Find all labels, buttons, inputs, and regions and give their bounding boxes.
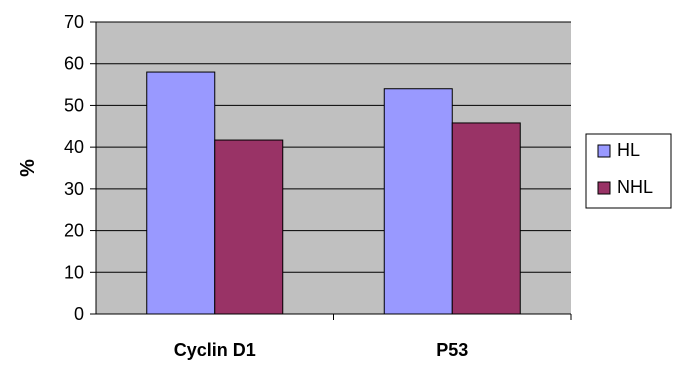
x-tick-label-p53: P53 (436, 340, 468, 360)
x-tick-label-cyclin-d1: Cyclin D1 (174, 340, 256, 360)
x-ticks: Cyclin D1 P53 (174, 314, 571, 360)
y-tick-label-60: 60 (64, 54, 84, 74)
legend-label-hl: HL (617, 140, 640, 160)
legend-swatch-hl (598, 145, 610, 157)
y-tick-label-50: 50 (64, 95, 84, 115)
bar-hl-cyclin-d1 (147, 72, 215, 314)
legend: HL NHL (586, 134, 671, 208)
y-tick-label-0: 0 (74, 304, 84, 324)
y-axis-label: % (17, 159, 39, 177)
legend-label-nhl: NHL (617, 177, 653, 197)
y-tick-label-10: 10 (64, 262, 84, 282)
y-tick-label-70: 70 (64, 12, 84, 32)
legend-swatch-nhl (598, 182, 610, 194)
bar-hl-p53 (384, 89, 452, 314)
y-tick-label-40: 40 (64, 137, 84, 157)
y-ticks: 0 10 20 30 40 50 60 70 (64, 12, 96, 324)
y-tick-label-30: 30 (64, 179, 84, 199)
y-tick-label-20: 20 (64, 221, 84, 241)
bar-nhl-p53 (452, 123, 520, 314)
bar-nhl-cyclin-d1 (215, 140, 283, 314)
